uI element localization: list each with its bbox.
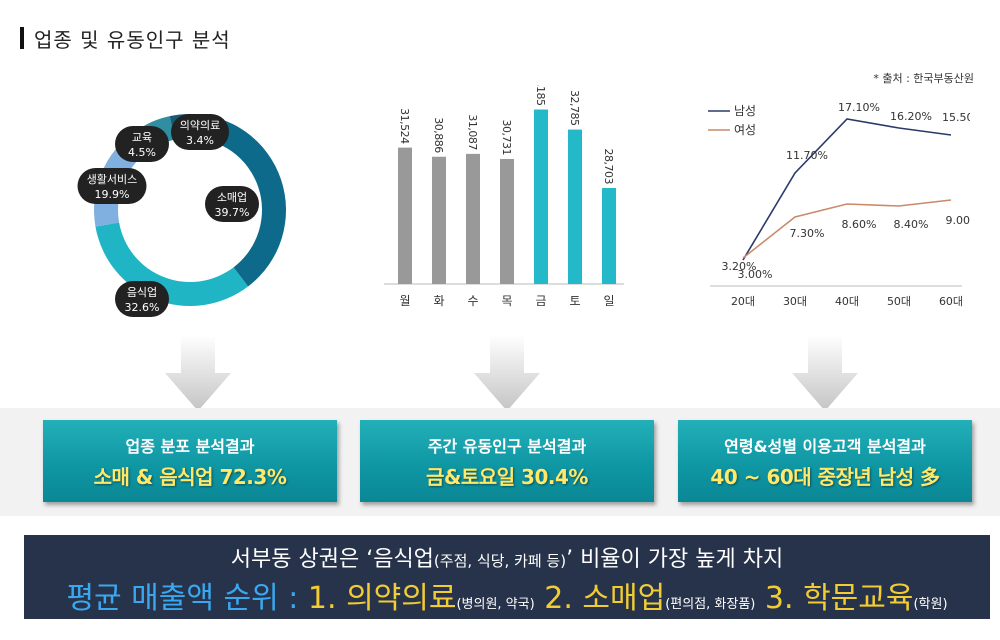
bar-category-label: 월 [399, 294, 410, 308]
line-category-label: 50대 [887, 295, 911, 308]
ranking-lead: 평균 매출액 순위 : [66, 581, 299, 616]
legend-label: 남성 [734, 104, 756, 118]
summary-panel: 서부동 상권은 ‘음식업(주점, 식당, 카페 등)’ 비율이 가장 높게 차지… [24, 535, 990, 619]
line-value-label: 11.70% [786, 149, 828, 162]
rank-3: 3. 학문교육 [764, 581, 914, 616]
line-category-label: 40대 [835, 295, 859, 308]
result-value: 소매 & 음식업 72.3% [93, 464, 287, 489]
donut-label-bubble [205, 186, 259, 222]
line-value-label: 15.50% [942, 111, 970, 124]
donut-value-label: 4.5% [128, 146, 156, 159]
result-value: 금&토요일 30.4% [426, 464, 588, 489]
section-header: 업종 및 유동인구 분석 [20, 26, 231, 52]
bar-value-label: 28,703 [602, 149, 615, 185]
bar [398, 147, 412, 284]
bar-value-label: 32,785 [568, 90, 581, 126]
weekday-bar-chart: 31,524 월 30,886 화 31,087 수 30,731 목 34,185 금 32,78… [384, 85, 624, 308]
result-box-industry: 업종 분포 분석결과 소매 & 음식업 72.3% [43, 420, 337, 502]
bar [602, 188, 616, 284]
industry-donut-chart: 소매업 39.7% 음식업 32.6% 생활서비스 19.9% 교육 4.5% 의약의료 3.4% [77, 114, 286, 317]
line-value-label: 8.40% [894, 218, 929, 231]
summary-text: 서부동 상권은 ‘음식업 [230, 547, 434, 572]
bar-category-label: 화 [433, 294, 444, 308]
donut-label-bubble [171, 114, 229, 150]
rank-1: 1. 의약의료 [307, 581, 457, 616]
line-series [742, 199, 952, 259]
source-note: * 출처 : 한국부동산원 [873, 72, 974, 85]
line-value-label: 17.10% [838, 101, 880, 114]
bar [500, 158, 514, 284]
down-arrow-icon [165, 335, 231, 411]
donut-label-bubble [115, 126, 169, 162]
bar-value-label: 30,731 [500, 119, 513, 155]
bar [534, 109, 548, 284]
donut-category-label: 소매업 [217, 191, 247, 204]
result-title: 주간 유동인구 분석결과 [427, 436, 587, 456]
summary-line-2: 평균 매출액 순위 : 1. 의약의료(병의원, 약국) 2. 소매업(편의점,… [24, 573, 990, 617]
result-box-age-gender: 연령&성별 이용고객 분석결과 40 ~ 60대 중장년 남성 多 [678, 420, 972, 502]
donut-value-label: 32.6% [125, 301, 160, 314]
line-value-label: 7.30% [790, 227, 825, 240]
rank-2: 2. 소매업 [544, 581, 666, 616]
bar [568, 129, 582, 284]
donut-category-label: 교육 [132, 131, 152, 144]
rank-1-note: (병의원, 약국) [456, 597, 535, 612]
line-category-label: 20대 [731, 295, 755, 308]
rank-2-note: (편의점, 화장품) [665, 597, 756, 612]
legend-label: 여성 [734, 123, 756, 137]
result-title: 연령&성별 이용고객 분석결과 [724, 436, 926, 456]
line-series [742, 118, 952, 261]
bar-category-label: 목 [501, 294, 512, 308]
bar-category-label: 금 [535, 294, 546, 308]
bar-category-label: 토 [569, 294, 580, 308]
line-category-label: 60대 [939, 295, 963, 308]
line-category-label: 30대 [783, 295, 807, 308]
donut-value-label: 39.7% [215, 206, 250, 219]
donut-category-label: 의약의료 [180, 118, 220, 132]
donut-value-label: 3.4% [186, 134, 214, 147]
line-value-label: 8.60% [842, 218, 877, 231]
result-title: 업종 분포 분석결과 [125, 436, 255, 456]
line-value-label: 9.00% [946, 214, 970, 227]
donut-category-label: 음식업 [127, 286, 157, 299]
bar-value-label: 34,185 [534, 85, 547, 106]
summary-line-1: 서부동 상권은 ‘음식업(주점, 식당, 카페 등)’ 비율이 가장 높게 차지 [24, 541, 990, 573]
line-value-label: 3.00% [738, 268, 773, 281]
summary-text: ’ 비율이 가장 높게 차지 [566, 547, 784, 572]
bar [432, 156, 446, 284]
donut-label-bubble [115, 281, 169, 317]
down-arrow-icon [474, 335, 540, 411]
down-arrow-icon [792, 335, 858, 411]
donut-value-label: 19.9% [95, 188, 130, 201]
bar-value-label: 31,087 [466, 114, 479, 150]
bar-value-label: 31,524 [398, 108, 411, 144]
bar [466, 153, 480, 284]
donut-category-label: 생활서비스 [87, 172, 138, 186]
bar-category-label: 수 [467, 294, 478, 308]
rank-3-note: (학원) [913, 597, 948, 612]
bar-value-label: 30,886 [432, 117, 445, 153]
donut-label-bubble [77, 168, 147, 204]
header-bar-icon [20, 27, 24, 49]
line-value-label: 16.20% [890, 110, 932, 123]
result-value: 40 ~ 60대 중장년 남성 多 [710, 464, 940, 489]
page-title: 업종 및 유동인구 분석 [34, 27, 231, 52]
donut-slice [190, 114, 286, 287]
bar-category-label: 일 [603, 294, 614, 308]
result-box-weekday: 주간 유동인구 분석결과 금&토요일 30.4% [360, 420, 654, 502]
line-value-label: 3.20% [722, 260, 757, 273]
summary-note: (주점, 식당, 카페 등) [433, 552, 567, 570]
